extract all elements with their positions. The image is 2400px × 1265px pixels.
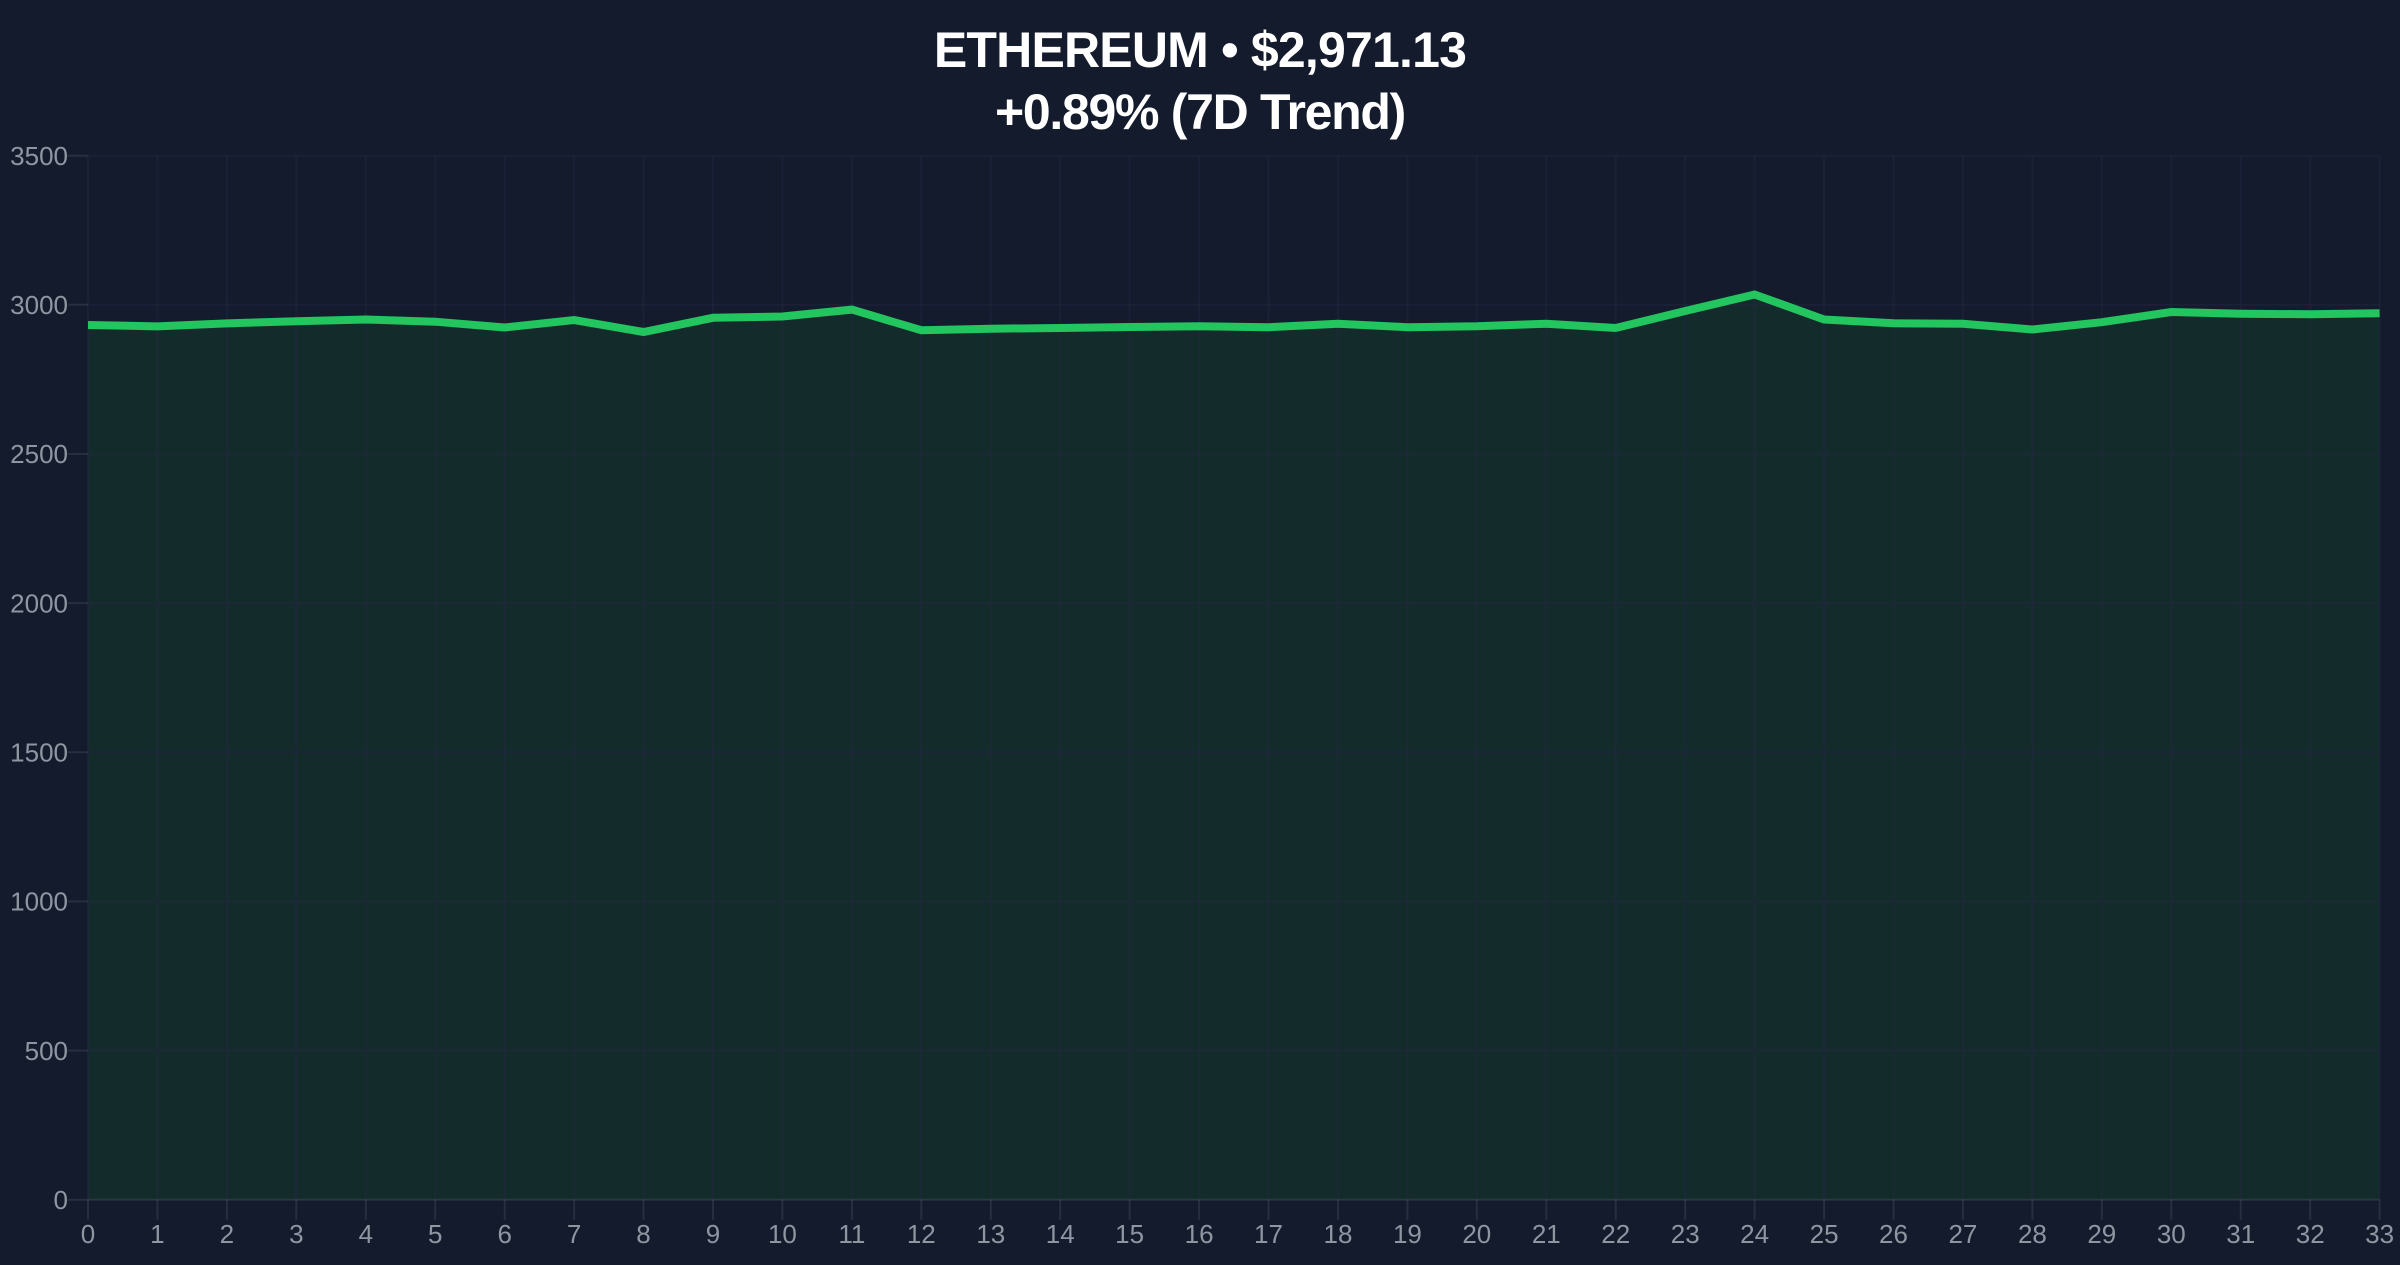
- svg-text:21: 21: [1532, 1219, 1561, 1249]
- svg-text:1500: 1500: [10, 738, 68, 768]
- svg-text:20: 20: [1462, 1219, 1491, 1249]
- svg-text:33: 33: [2365, 1219, 2394, 1249]
- svg-text:9: 9: [706, 1219, 720, 1249]
- svg-text:31: 31: [2226, 1219, 2255, 1249]
- svg-text:0: 0: [81, 1219, 95, 1249]
- svg-text:29: 29: [2087, 1219, 2116, 1249]
- svg-text:4: 4: [359, 1219, 373, 1249]
- svg-text:17: 17: [1254, 1219, 1283, 1249]
- svg-text:13: 13: [976, 1219, 1005, 1249]
- svg-text:5: 5: [428, 1219, 442, 1249]
- svg-text:14: 14: [1046, 1219, 1075, 1249]
- svg-text:0: 0: [54, 1185, 68, 1215]
- svg-text:18: 18: [1324, 1219, 1353, 1249]
- svg-text:25: 25: [1810, 1219, 1839, 1249]
- svg-text:1: 1: [150, 1219, 164, 1249]
- svg-text:1000: 1000: [10, 887, 68, 917]
- svg-text:2000: 2000: [10, 588, 68, 618]
- svg-text:7: 7: [567, 1219, 581, 1249]
- svg-text:16: 16: [1185, 1219, 1214, 1249]
- svg-text:3500: 3500: [10, 141, 68, 171]
- svg-text:32: 32: [2296, 1219, 2325, 1249]
- svg-text:500: 500: [25, 1036, 68, 1066]
- svg-text:12: 12: [907, 1219, 936, 1249]
- svg-text:10: 10: [768, 1219, 797, 1249]
- svg-text:6: 6: [497, 1219, 511, 1249]
- svg-text:15: 15: [1115, 1219, 1144, 1249]
- svg-text:27: 27: [1948, 1219, 1977, 1249]
- svg-text:30: 30: [2157, 1219, 2186, 1249]
- svg-text:28: 28: [2018, 1219, 2047, 1249]
- svg-text:3000: 3000: [10, 290, 68, 320]
- svg-text:26: 26: [1879, 1219, 1908, 1249]
- svg-text:2: 2: [220, 1219, 234, 1249]
- svg-text:2500: 2500: [10, 439, 68, 469]
- svg-text:19: 19: [1393, 1219, 1422, 1249]
- svg-text:8: 8: [636, 1219, 650, 1249]
- svg-text:11: 11: [838, 1219, 865, 1249]
- svg-text:22: 22: [1601, 1219, 1630, 1249]
- svg-text:24: 24: [1740, 1219, 1769, 1249]
- svg-text:23: 23: [1671, 1219, 1700, 1249]
- svg-text:3: 3: [289, 1219, 303, 1249]
